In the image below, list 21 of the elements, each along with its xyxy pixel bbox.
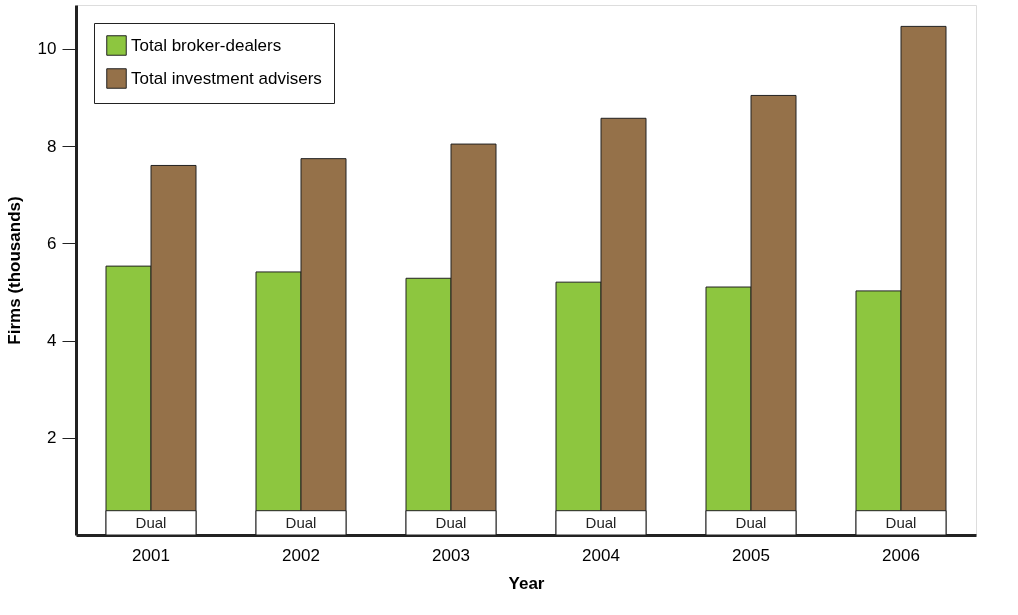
legend-label: Total broker-dealers (131, 35, 282, 55)
text: Dual (885, 513, 917, 531)
x-tick-label: 2003 (432, 545, 470, 565)
y-tick-label: 10 (37, 39, 57, 59)
x-tick-label: 2004 (582, 545, 620, 565)
y-tick-label: 8 (47, 136, 57, 156)
y-axis-title: Firms (thousands) (4, 196, 24, 345)
series-label: Dual (135, 513, 167, 531)
text: Dual (435, 513, 467, 531)
text: Dual (585, 513, 617, 531)
legend-label: Total investment advisers (131, 68, 322, 88)
x-tick-label: 2006 (882, 545, 920, 565)
x-axis-title: Year (508, 573, 545, 593)
x-tick-label: 2001 (132, 545, 170, 565)
text: Dual (735, 513, 767, 531)
y-tick-label: 6 (47, 233, 57, 253)
y-tick-label: 4 (47, 331, 57, 350)
x-tick-label: 2002 (282, 545, 320, 565)
text: Dual (285, 513, 317, 531)
y-tick-label: 2 (47, 428, 57, 448)
x-tick-label: 2005 (732, 545, 770, 565)
